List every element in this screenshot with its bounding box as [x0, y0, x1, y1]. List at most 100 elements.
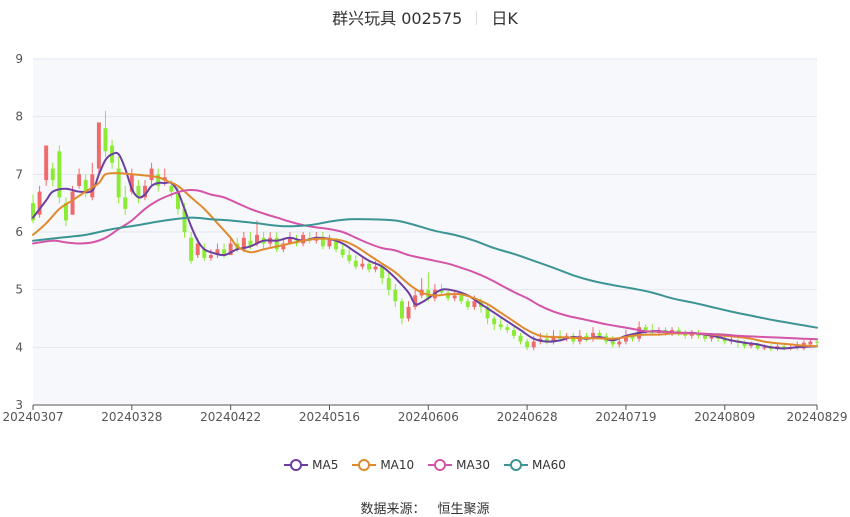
kline-chart: 3 4 5 6 7 8 9 20240307 20240328 20240422 20240516 2… [2, 52, 847, 424]
candle-body [202, 249, 207, 258]
y-tick-label: 4 [15, 340, 23, 354]
candle-body [360, 263, 365, 267]
candle-body [630, 335, 635, 339]
candle-body [591, 332, 595, 339]
candle-body [749, 344, 754, 347]
candle-body [386, 278, 391, 290]
x-tick-label: 20240516 [299, 410, 360, 424]
candle-body [50, 168, 55, 181]
candle-body [413, 295, 418, 307]
candle-body [492, 318, 497, 325]
candle-body [617, 341, 622, 345]
candle-body [808, 341, 813, 345]
legend-item-ma30[interactable]: MA30 [428, 458, 490, 472]
candle-body [610, 341, 615, 345]
candle-body [676, 330, 681, 333]
candle-body [703, 335, 707, 339]
candle-body [301, 234, 306, 244]
candle-body [96, 122, 101, 169]
candle-body [274, 237, 279, 250]
candle-body [281, 243, 286, 250]
candle-body [175, 191, 180, 209]
candle-body [709, 335, 714, 339]
candle-body [103, 128, 108, 152]
candle-body [83, 180, 88, 192]
candle-body [156, 174, 161, 186]
legend-item-ma5[interactable]: MA5 [284, 458, 338, 472]
candle-body [406, 306, 411, 319]
candle-body [169, 185, 174, 192]
legend-swatch-ma30 [428, 458, 453, 472]
ma-line-ma30 [32, 188, 818, 341]
candle-body [393, 289, 398, 302]
candle-body [90, 174, 95, 198]
candle-body [518, 335, 523, 342]
candle-body [380, 266, 385, 279]
candle-body [439, 289, 444, 293]
x-tick-label: 20240328 [101, 410, 162, 424]
legend-label-ma10: MA10 [380, 458, 415, 472]
candle-body [162, 177, 167, 181]
legend-item-ma60[interactable]: MA60 [504, 458, 566, 472]
candle-body [57, 151, 62, 198]
candle-body [143, 185, 147, 198]
candle-body [353, 260, 358, 267]
y-tick-label: 9 [15, 52, 23, 66]
candle-body [742, 342, 747, 347]
candle-body [63, 203, 68, 221]
chart-title: 群兴玩具 002575 日K [0, 5, 850, 29]
chart-legend: MA5 MA10 MA30 MA60 [0, 458, 850, 472]
candle-body [373, 266, 378, 270]
source-label: 数据来源： [360, 502, 426, 517]
x-tick-label: 20240829 [786, 410, 847, 424]
candle-body [116, 168, 121, 198]
candle-body [136, 185, 141, 198]
candle-body [755, 344, 760, 349]
candle-body [446, 292, 451, 299]
candle-body [287, 237, 292, 244]
candle-body [485, 306, 490, 319]
data-source: 数据来源： 恒生聚源 [0, 498, 850, 517]
candle-body [340, 249, 345, 256]
ma-line-ma60 [32, 216, 818, 329]
x-tick-label: 20240422 [200, 410, 261, 424]
candle-body [815, 341, 819, 343]
source-value: 恒生聚源 [437, 502, 490, 517]
period-label: 日K [491, 9, 518, 28]
candle-body [215, 249, 220, 256]
candle-body [222, 249, 227, 256]
candle-body [399, 301, 404, 319]
candle-body [208, 255, 213, 258]
candle-body [70, 191, 75, 215]
candle-body [347, 255, 352, 261]
candle-body [31, 203, 35, 221]
candle-body [722, 338, 727, 342]
y-tick-label: 7 [15, 167, 23, 181]
candle-body [320, 237, 325, 247]
candle-body [327, 237, 332, 247]
y-tick-label: 6 [15, 225, 23, 239]
candle-body [44, 145, 49, 181]
candle-body [367, 263, 371, 270]
candle-body [544, 338, 549, 342]
candle-body [189, 237, 194, 261]
candle-body [597, 332, 602, 336]
x-tick-label: 20240307 [2, 410, 63, 424]
candle-body [228, 243, 233, 256]
candle-body [255, 234, 259, 244]
legend-swatch-ma5 [284, 458, 309, 472]
candle-body [459, 295, 464, 302]
chart-title-text: 群兴玩具 002575 [332, 9, 463, 28]
candle-body [498, 324, 503, 328]
candle-body [472, 301, 477, 307]
candle-body [195, 243, 200, 256]
legend-label-ma60: MA60 [532, 458, 566, 472]
legend-item-ma10[interactable]: MA10 [352, 458, 414, 472]
candle-body [525, 341, 530, 348]
candle-body [623, 335, 628, 342]
candle-body [782, 346, 787, 349]
candle-body [248, 240, 253, 247]
candle-body [551, 335, 556, 342]
candle-body [123, 197, 128, 209]
candle-body [452, 295, 457, 299]
